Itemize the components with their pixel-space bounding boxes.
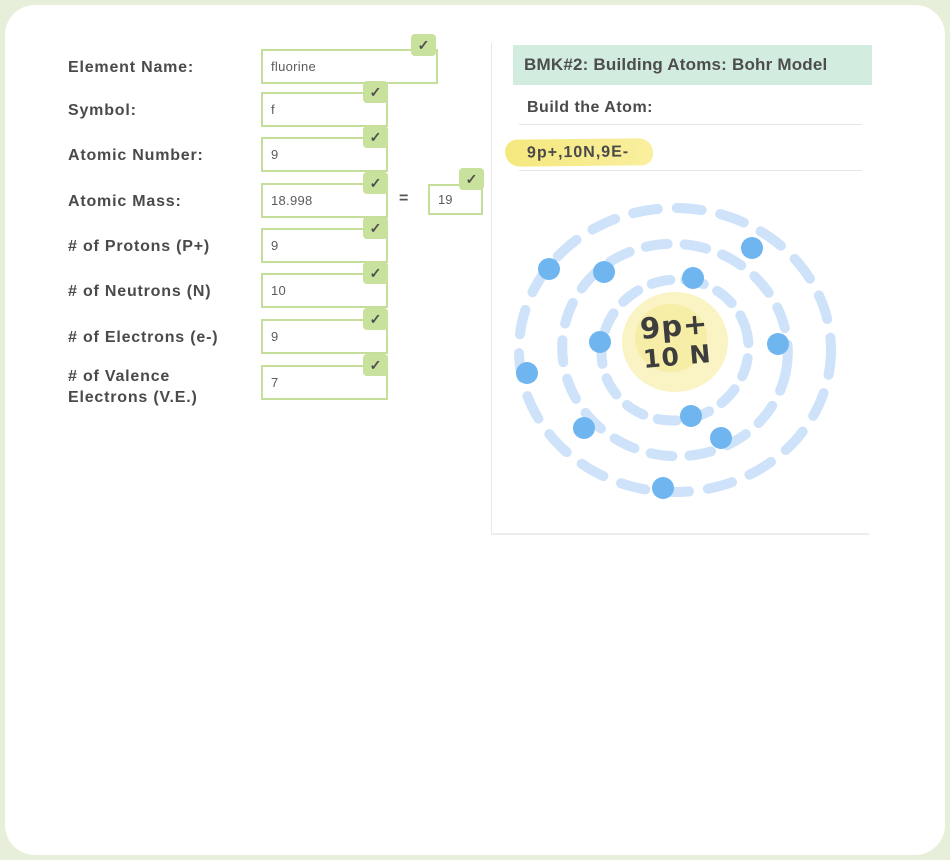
checkmark-icon: ✓ (369, 175, 382, 191)
field-row-electrons: # of Electrons (e-) 9 ✓ (68, 308, 488, 355)
electron-dot (767, 333, 789, 355)
field-row-element-name: Element Name: fluorine ✓ (68, 34, 488, 85)
electron-dot (589, 331, 611, 353)
nucleus-neutrons-label: 10 N (642, 339, 713, 374)
electron-dot (538, 258, 560, 280)
electron-dot (680, 405, 702, 427)
neutrons-value: 10 (271, 283, 287, 298)
check-badge: ✓ (363, 262, 388, 284)
worksheet-title: BMK#2: Building Atoms: Bohr Model (513, 45, 872, 85)
checkmark-icon: ✓ (369, 311, 382, 327)
checkmark-icon: ✓ (369, 129, 382, 145)
checkmark-icon: ✓ (369, 265, 382, 281)
orbit-ring (514, 203, 836, 497)
check-badge: ✓ (363, 354, 388, 376)
equals-sign: = (399, 190, 409, 207)
electron-dot (652, 477, 674, 499)
electrons-value: 9 (271, 329, 279, 344)
valence-electrons-value: 7 (271, 375, 279, 390)
checkmark-icon: ✓ (465, 171, 478, 187)
atom-formula-highlight: 9p+,10N,9E- (504, 138, 654, 167)
divider-line (519, 170, 862, 171)
build-the-atom-label: Build the Atom: (527, 99, 653, 116)
checkmark-icon: ✓ (369, 220, 382, 236)
element-name-input[interactable]: fluorine (261, 49, 438, 84)
worksheet-card (5, 5, 945, 855)
divider-line (519, 124, 862, 125)
electron-dot (682, 267, 704, 289)
electrons-label: # of Electrons (e-) (68, 329, 219, 346)
rounded-mass-value: 19 (438, 192, 453, 207)
orbit-rings (514, 203, 836, 497)
field-row-atomic-number: Atomic Number: 9 ✓ (68, 126, 488, 173)
nucleus-protons-label: 9p+ (639, 306, 710, 346)
electron-dots (516, 237, 789, 499)
electron-dot (573, 417, 595, 439)
symbol-value: f (271, 102, 275, 117)
electron-dot (710, 427, 732, 449)
bohr-model-drawing[interactable]: 9p+ 10 N (495, 192, 865, 522)
electron-dot (593, 261, 615, 283)
panel-left-divider (491, 43, 492, 535)
panel-bottom-divider (492, 533, 869, 535)
field-row-neutrons: # of Neutrons (N) 10 ✓ (68, 262, 488, 309)
nucleus-core (635, 304, 707, 372)
atomic-number-label: Atomic Number: (68, 147, 204, 164)
electron-dot (741, 237, 763, 259)
check-badge: ✓ (411, 34, 436, 56)
check-badge: ✓ (459, 168, 484, 190)
check-badge: ✓ (363, 81, 388, 103)
symbol-label: Symbol: (68, 102, 137, 119)
field-row-symbol: Symbol: f ✓ (68, 81, 488, 128)
check-badge: ✓ (363, 308, 388, 330)
protons-label: # of Protons (P+) (68, 238, 211, 255)
field-row-valence-electrons: # of Valence Electrons (V.E.) 7 ✓ (68, 354, 488, 406)
element-name-value: fluorine (271, 59, 317, 74)
atomic-number-value: 9 (271, 147, 279, 162)
field-row-atomic-mass: Atomic Mass: 18.998 ✓ (68, 172, 488, 219)
check-badge: ✓ (363, 217, 388, 239)
electron-dot (516, 362, 538, 384)
element-name-label: Element Name: (68, 59, 194, 76)
checkmark-icon: ✓ (417, 37, 430, 53)
atomic-mass-value: 18.998 (271, 193, 313, 208)
neutrons-label: # of Neutrons (N) (68, 283, 212, 300)
protons-value: 9 (271, 238, 279, 253)
check-badge: ✓ (363, 126, 388, 148)
checkmark-icon: ✓ (369, 84, 382, 100)
atomic-mass-label: Atomic Mass: (68, 193, 182, 210)
orbit-ring (557, 238, 793, 462)
valence-electrons-label: # of Valence Electrons (V.E.) (68, 368, 198, 406)
checkmark-icon: ✓ (369, 357, 382, 373)
check-badge: ✓ (363, 172, 388, 194)
field-row-protons: # of Protons (P+) 9 ✓ (68, 217, 488, 264)
